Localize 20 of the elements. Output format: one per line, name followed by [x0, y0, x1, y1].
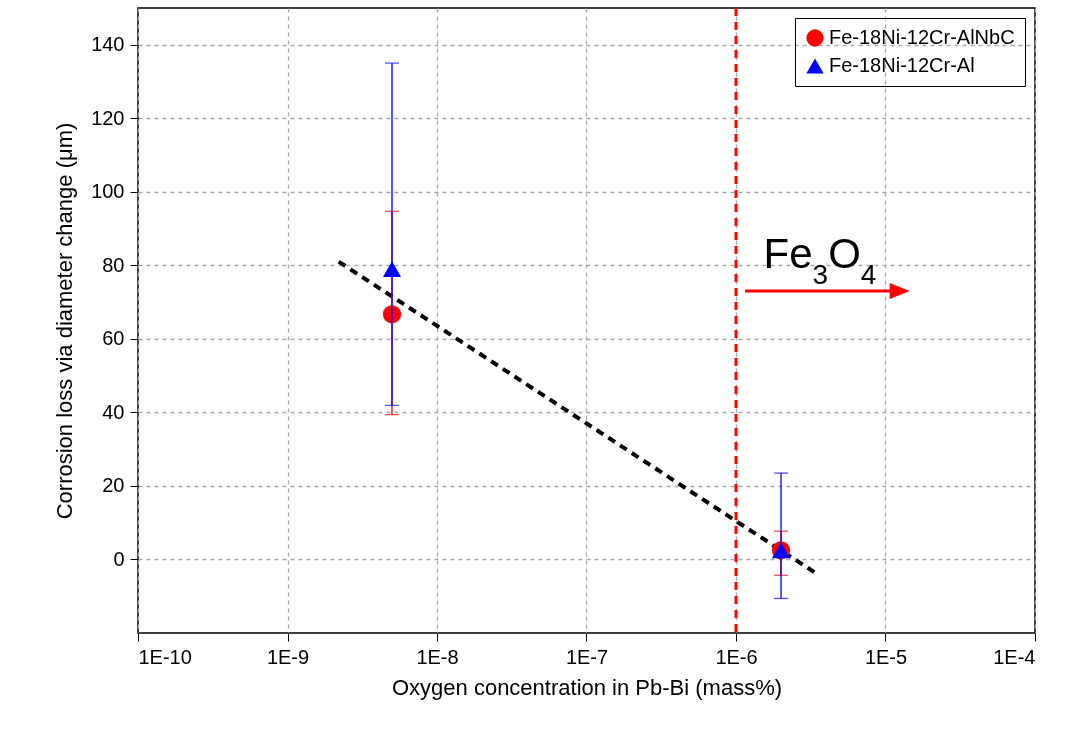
y-tick-label: 120: [91, 106, 125, 129]
y-tick-label: 60: [102, 327, 125, 350]
y-tick-label: 80: [102, 253, 125, 276]
x-tick-label: 1E-4: [993, 645, 1036, 668]
x-tick-label: 1E-5: [864, 645, 908, 668]
x-axis-title: Oxygen concentration in Pb-Bi (mass%): [391, 674, 783, 700]
legend-label: Fe-18Ni-12Cr-AlNbC: [829, 26, 1015, 48]
y-tick-label: 100: [91, 180, 125, 203]
x-tick-label: 1E-10: [138, 645, 192, 668]
x-tick-label: 1E-9: [266, 645, 310, 668]
annotation: Fe$_{3}$O$_{4}$: [763, 230, 877, 290]
x-tick-label: 1E-6: [715, 645, 758, 668]
y-tick-label: 20: [102, 474, 125, 497]
x-tick-label: 1E-8: [416, 645, 459, 668]
y-axis-title: Corrosion loss via diameter change (μm): [52, 122, 78, 520]
x-tick-label: 1E-7: [565, 645, 609, 668]
legend-label: Fe-18Ni-12Cr-Al: [829, 54, 975, 76]
y-tick-label: 40: [102, 400, 125, 423]
y-tick-label: 0: [113, 547, 125, 570]
y-tick-label: 140: [91, 33, 125, 56]
